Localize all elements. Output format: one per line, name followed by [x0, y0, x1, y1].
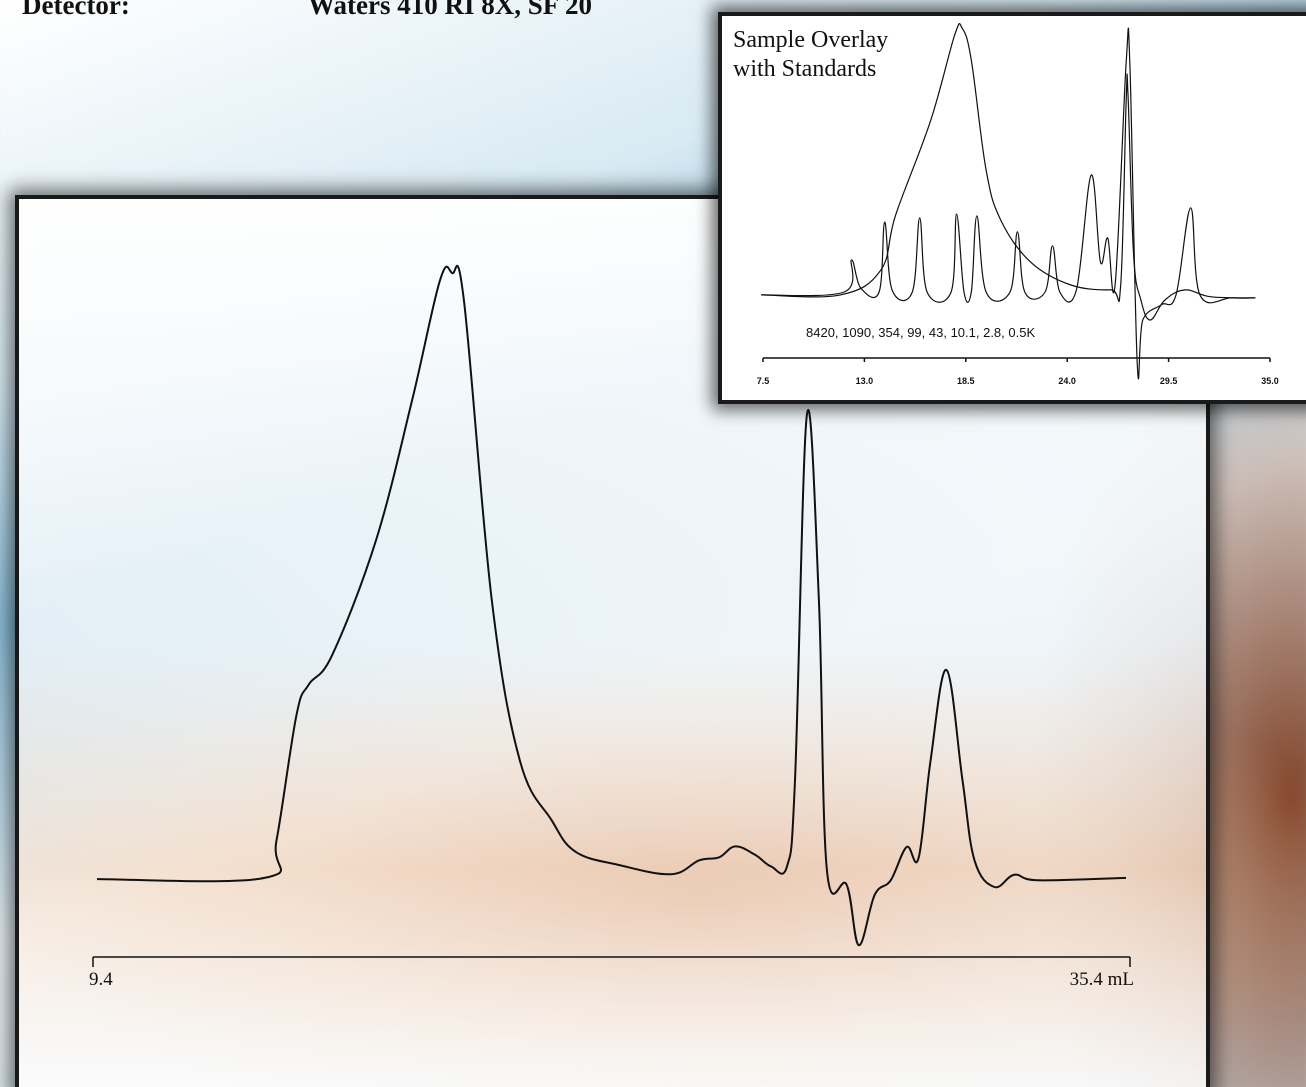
header-label: Detector:	[22, 0, 130, 20]
x-tick-label: 18.5	[957, 376, 975, 386]
x-tick-label: 35.0	[1261, 376, 1279, 386]
x-tick-label: 9.4	[89, 969, 113, 990]
x-tick-label: 35.4 mL	[1070, 969, 1134, 990]
series-line	[761, 27, 1256, 380]
inset-panel	[718, 12, 1306, 404]
x-tick-label: 29.5	[1160, 376, 1178, 386]
x-tick-label: 7.5	[757, 376, 770, 386]
annotation: 8420, 1090, 354, 99, 43, 10.1, 2.8, 0.5K	[806, 325, 1035, 340]
series-line	[96, 264, 1127, 947]
header-value: Waters 410 RI 8X, SF 20	[308, 0, 592, 20]
x-tick-label: 24.0	[1058, 376, 1076, 386]
series-line	[761, 22, 1256, 321]
inset-title: Sample Overlay with Standards	[733, 27, 889, 82]
x-tick-label: 13.0	[856, 376, 874, 386]
